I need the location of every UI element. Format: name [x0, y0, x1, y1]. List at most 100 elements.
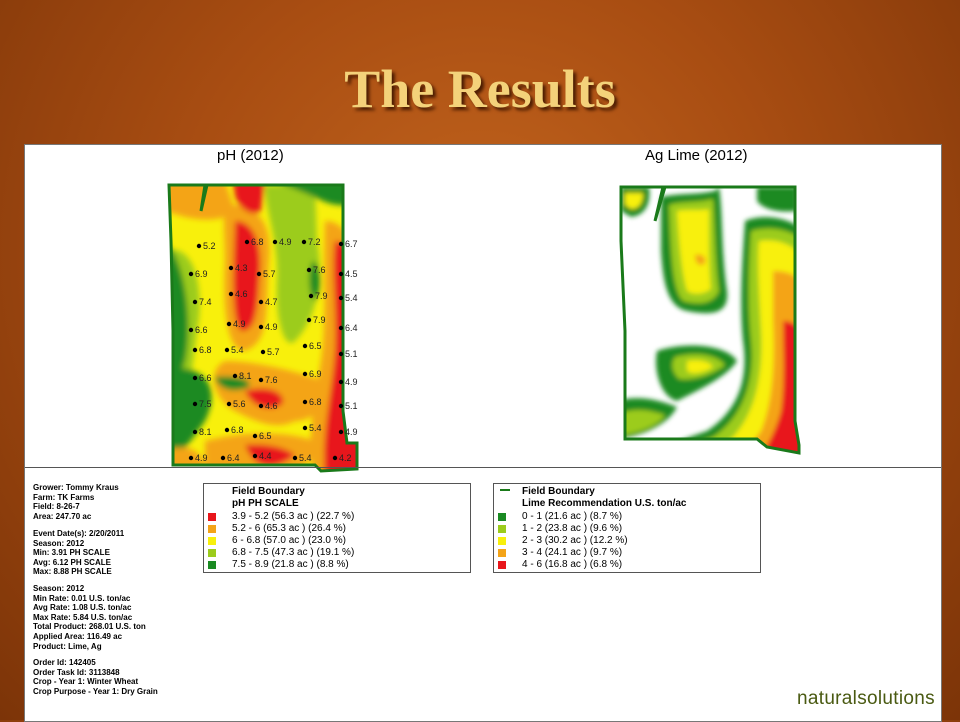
- sample-point-value: 6.5: [259, 431, 272, 441]
- sample-point-dot: [292, 455, 298, 461]
- sample-point-value: 4.5: [345, 269, 358, 279]
- legend-swatch: [208, 525, 216, 533]
- sample-point-value: 5.1: [345, 349, 358, 359]
- sample-point-dot: [332, 455, 338, 461]
- lime-legend-boundary: Field Boundary: [522, 486, 595, 497]
- sample-point-dot: [192, 375, 198, 381]
- application-info: Season: 2012 Min Rate: 0.01 U.S. ton/ac …: [33, 584, 146, 651]
- sample-point-value: 6.4: [227, 453, 240, 463]
- avg-text: Avg: 6.12 PH SCALE: [33, 557, 111, 567]
- sample-point-dot: [258, 377, 264, 383]
- sample-point-value: 7.9: [313, 315, 326, 325]
- sample-point-value: 4.9: [233, 319, 246, 329]
- max-text: Max: 8.88 PH SCALE: [33, 567, 112, 577]
- sample-point-value: 5.6: [233, 399, 246, 409]
- sample-point-dot: [338, 351, 344, 357]
- sample-point-value: 7.4: [199, 297, 212, 307]
- event-info: Event Date(s): 2/20/2011 Season: 2012 Mi…: [33, 529, 124, 577]
- natural-solutions-logo: naturalsolutions: [797, 688, 935, 709]
- legend-swatch: [498, 549, 506, 557]
- sample-point-value: 4.9: [279, 237, 292, 247]
- ph-legend: Field Boundary pH PH SCALE 3.9 - 5.2 (56…: [203, 483, 471, 573]
- legend-swatch: [498, 561, 506, 569]
- sample-point-value: 6.9: [309, 369, 322, 379]
- sample-point-value: 5.7: [263, 269, 276, 279]
- sample-point-dot: [260, 349, 266, 355]
- crop-purpose-text: Crop Purpose - Year 1: Dry Grain: [33, 686, 158, 696]
- sample-point-value: 4.3: [235, 263, 248, 273]
- avg-rate-text: Avg Rate: 1.08 U.S. ton/ac: [33, 603, 132, 613]
- crop-text: Crop - Year 1: Winter Wheat: [33, 677, 139, 687]
- lime-map: [619, 185, 801, 455]
- field-info: Grower: Tommy Kraus Farm: TK Farms Field…: [33, 483, 119, 521]
- sample-point-value: 7.6: [265, 375, 278, 385]
- season-text: Season: 2012: [33, 538, 85, 548]
- sample-point-value: 7.5: [199, 399, 212, 409]
- sample-point-dot: [258, 299, 264, 305]
- slide-title: The Results: [344, 59, 616, 119]
- min-text: Min: 3.91 PH SCALE: [33, 548, 110, 558]
- field-text: Field: 8-26-7: [33, 502, 80, 512]
- sample-point-value: 6.6: [195, 325, 208, 335]
- legend-swatch: [498, 513, 506, 521]
- report-panel: pH (2012) Ag Lime (2012): [24, 144, 942, 722]
- sample-point-value: 6.6: [199, 373, 212, 383]
- sample-point-dot: [252, 433, 258, 439]
- sample-point-value: 4.9: [345, 427, 358, 437]
- lime-map-title: Ag Lime (2012): [645, 147, 748, 164]
- sample-point-dot: [188, 271, 194, 277]
- sample-point-value: 6.9: [195, 269, 208, 279]
- sample-point-value: 5.7: [267, 347, 280, 357]
- sample-point-value: 6.8: [231, 425, 244, 435]
- sample-point-value: 6.5: [309, 341, 322, 351]
- legend-swatch: [208, 549, 216, 557]
- sample-point-dot: [302, 343, 308, 349]
- sample-point-dot: [308, 293, 314, 299]
- sample-point-dot: [226, 321, 232, 327]
- legend-swatch: [498, 537, 506, 545]
- sample-point-value: 6.8: [309, 397, 322, 407]
- sample-point-dot: [258, 403, 264, 409]
- sample-point-value: 7.2: [308, 237, 321, 247]
- sample-point-dot: [338, 295, 344, 301]
- sample-point-value: 6.7: [345, 239, 358, 249]
- sample-point-dot: [192, 299, 198, 305]
- sample-point-value: 4.9: [265, 322, 278, 332]
- sample-point-dot: [306, 317, 312, 323]
- section-divider: [25, 467, 941, 468]
- sample-point-dot: [224, 427, 230, 433]
- lime-legend: Field Boundary Lime Recommendation U.S. …: [493, 483, 761, 573]
- farm-text: Farm: TK Farms: [33, 492, 95, 502]
- boundary-line-icon: [500, 489, 510, 491]
- sample-point-dot: [338, 379, 344, 385]
- sample-point-dot: [188, 455, 194, 461]
- sample-point-value: 4.7: [265, 297, 278, 307]
- sample-point-value: 7.6: [313, 265, 326, 275]
- sample-point-value: 7.9: [315, 291, 328, 301]
- sample-point-value: 5.4: [299, 453, 312, 463]
- sample-point-dot: [232, 373, 238, 379]
- ph-map-title: pH (2012): [217, 147, 284, 164]
- order-task-id-text: Order Task Id: 3113848: [33, 667, 120, 677]
- sample-point-value: 4.2: [339, 453, 352, 463]
- lime-legend-title: Lime Recommendation U.S. ton/ac: [522, 498, 687, 509]
- sample-point-value: 6.8: [199, 345, 212, 355]
- sample-point-dot: [196, 243, 202, 249]
- sample-point-value: 5.4: [309, 423, 322, 433]
- sample-point-value: 6.4: [345, 323, 358, 333]
- sample-point-value: 5.2: [203, 241, 216, 251]
- sample-point-dot: [258, 324, 264, 330]
- sample-point-dot: [302, 371, 308, 377]
- ph-map: 5.2 6.8 4.9 7.2 6.7 6.9 4.3 5.7 7.6 4.5 7.4 4.6 4.7 7…: [167, 183, 359, 473]
- sample-point-dot: [224, 347, 230, 353]
- sample-point-dot: [272, 239, 278, 245]
- sample-point-value: 4.6: [265, 401, 278, 411]
- season2-text: Season: 2012: [33, 584, 85, 593]
- sample-point-value: 8.1: [239, 371, 252, 381]
- event-dates-text: Event Date(s): 2/20/2011: [33, 529, 125, 538]
- max-rate-text: Max Rate: 5.84 U.S. ton/ac: [33, 612, 133, 622]
- sample-point-dot: [301, 239, 307, 245]
- min-rate-text: Min Rate: 0.01 U.S. ton/ac: [33, 593, 131, 603]
- sample-point-dot: [188, 327, 194, 333]
- sample-point-value: 5.4: [345, 293, 358, 303]
